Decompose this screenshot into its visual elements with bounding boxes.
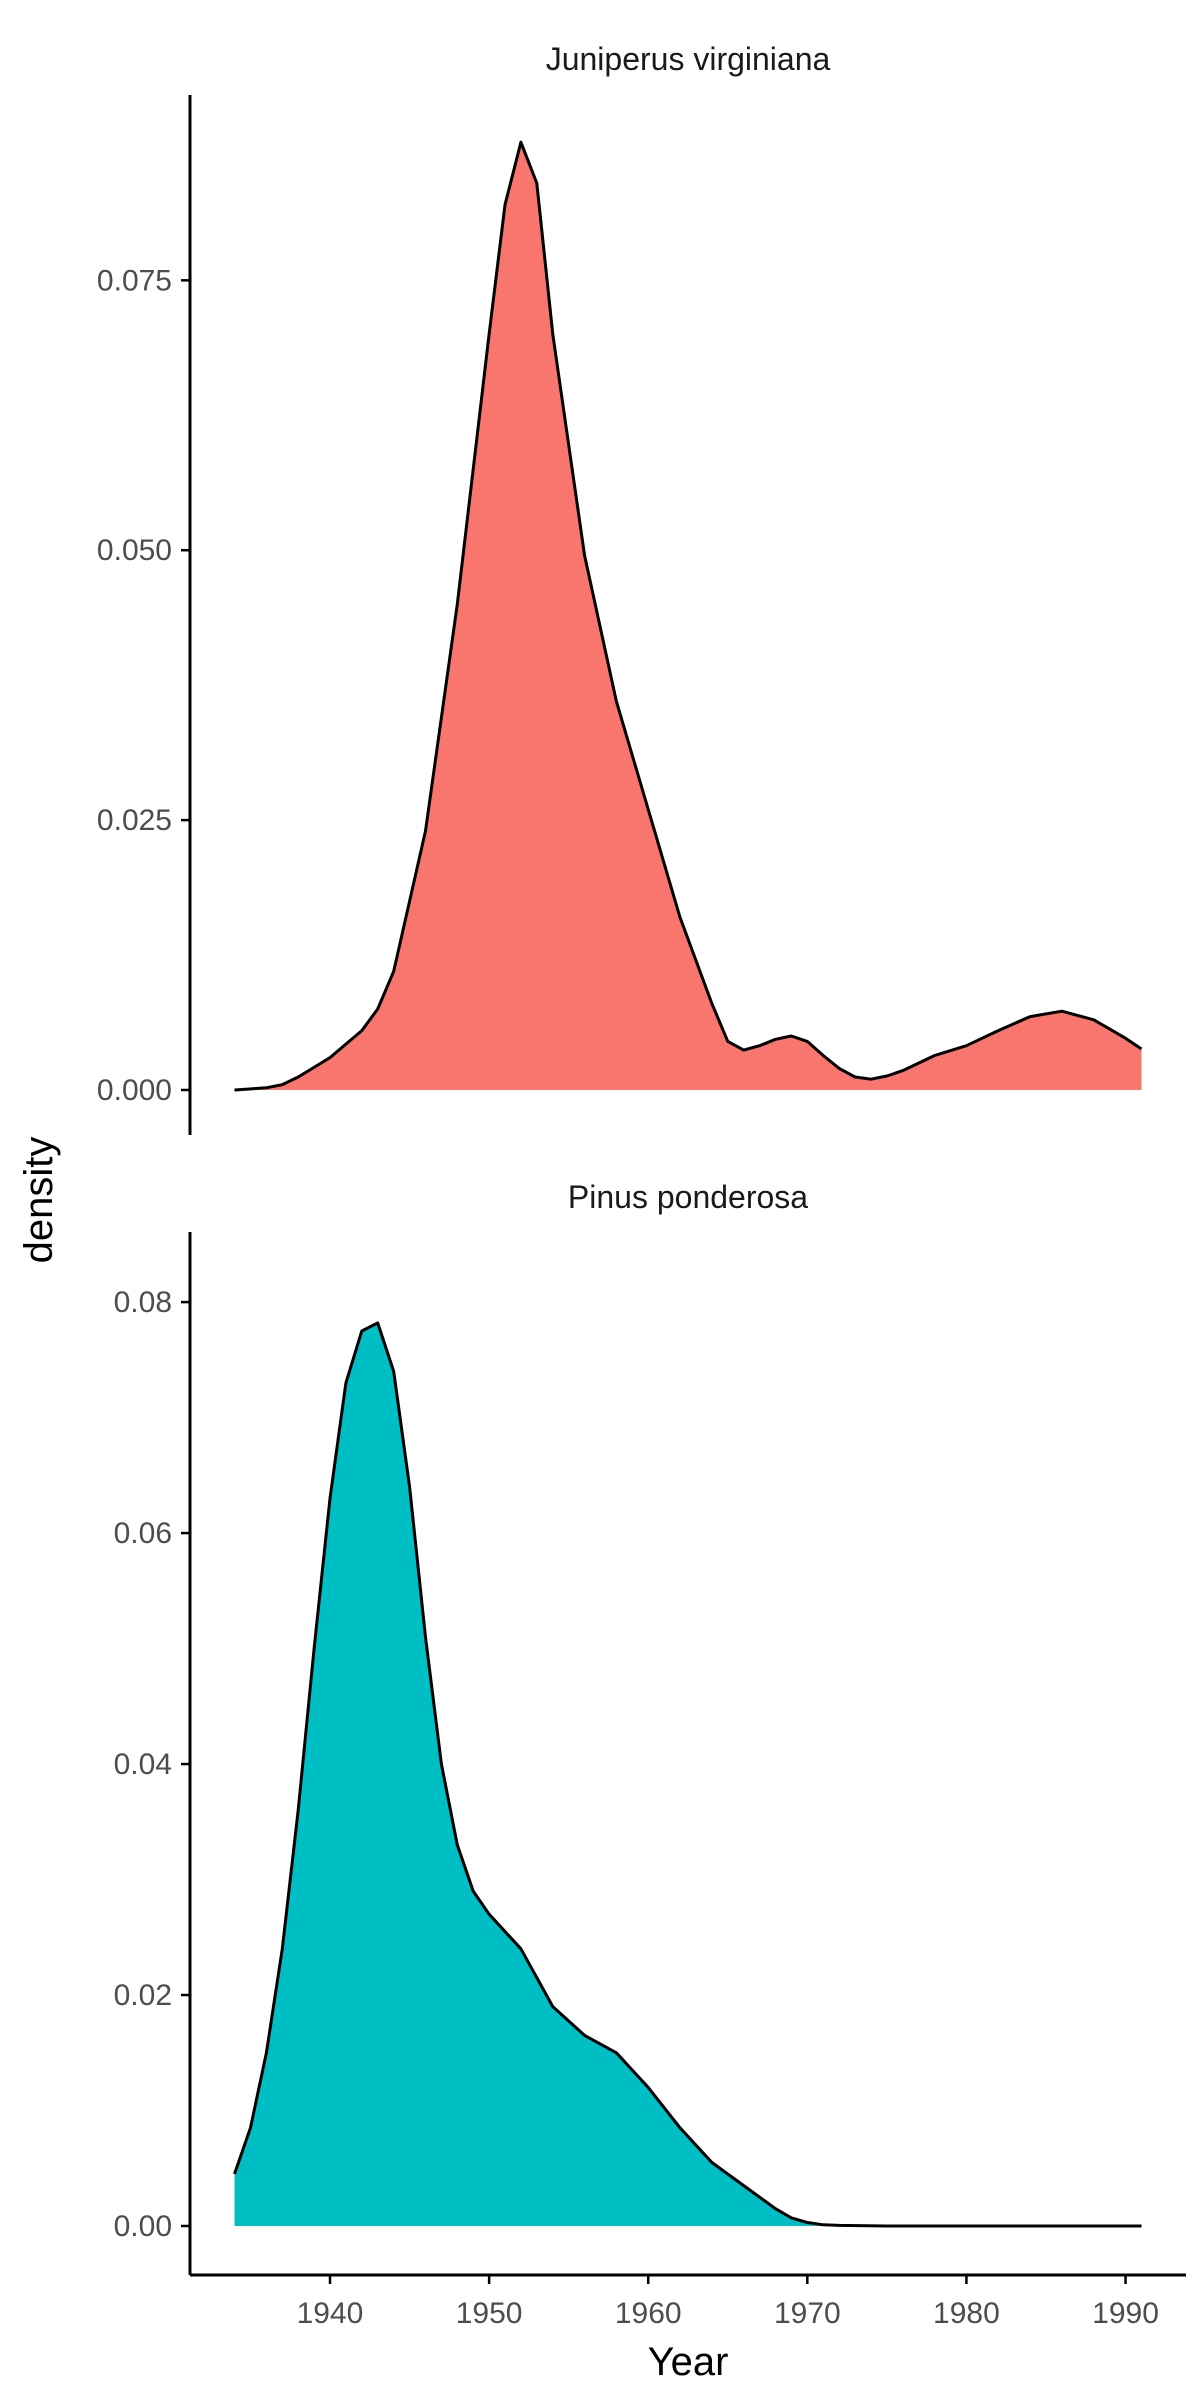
- y-tick-label-1-1: 0.02: [114, 1979, 172, 2012]
- density-area-0: [234, 142, 1142, 1090]
- x-tick-label-5: 1990: [1092, 2297, 1159, 2330]
- panel-title-1: Pinus ponderosa: [568, 1179, 808, 1215]
- y-tick-label-1-0: 0.00: [114, 2210, 172, 2243]
- x-tick-label-3: 1970: [774, 2297, 841, 2330]
- y-tick-label-0-2: 0.050: [97, 534, 172, 567]
- y-tick-label-0-0: 0.000: [97, 1074, 172, 1107]
- x-tick-label-0: 1940: [297, 2297, 364, 2330]
- x-tick-label-4: 1980: [933, 2297, 1000, 2330]
- density-area-1: [234, 1322, 1142, 2226]
- x-tick-label-1: 1950: [456, 2297, 523, 2330]
- y-tick-label-0-3: 0.075: [97, 264, 172, 297]
- x-tick-label-2: 1960: [615, 2297, 682, 2330]
- density-curve-0: [234, 140, 1143, 1092]
- y-tick-label-0-1: 0.025: [97, 804, 172, 837]
- y-tick-label-1-2: 0.04: [114, 1748, 172, 1781]
- density-curve-1: [233, 1321, 1142, 2228]
- x-axis-title: Year: [648, 2340, 729, 2384]
- panel-title-0: Juniperus virginiana: [546, 41, 831, 77]
- y-tick-label-1-4: 0.08: [114, 1286, 172, 1319]
- y-tick-label-1-3: 0.06: [114, 1517, 172, 1550]
- y-axis-title: density: [17, 1137, 61, 1264]
